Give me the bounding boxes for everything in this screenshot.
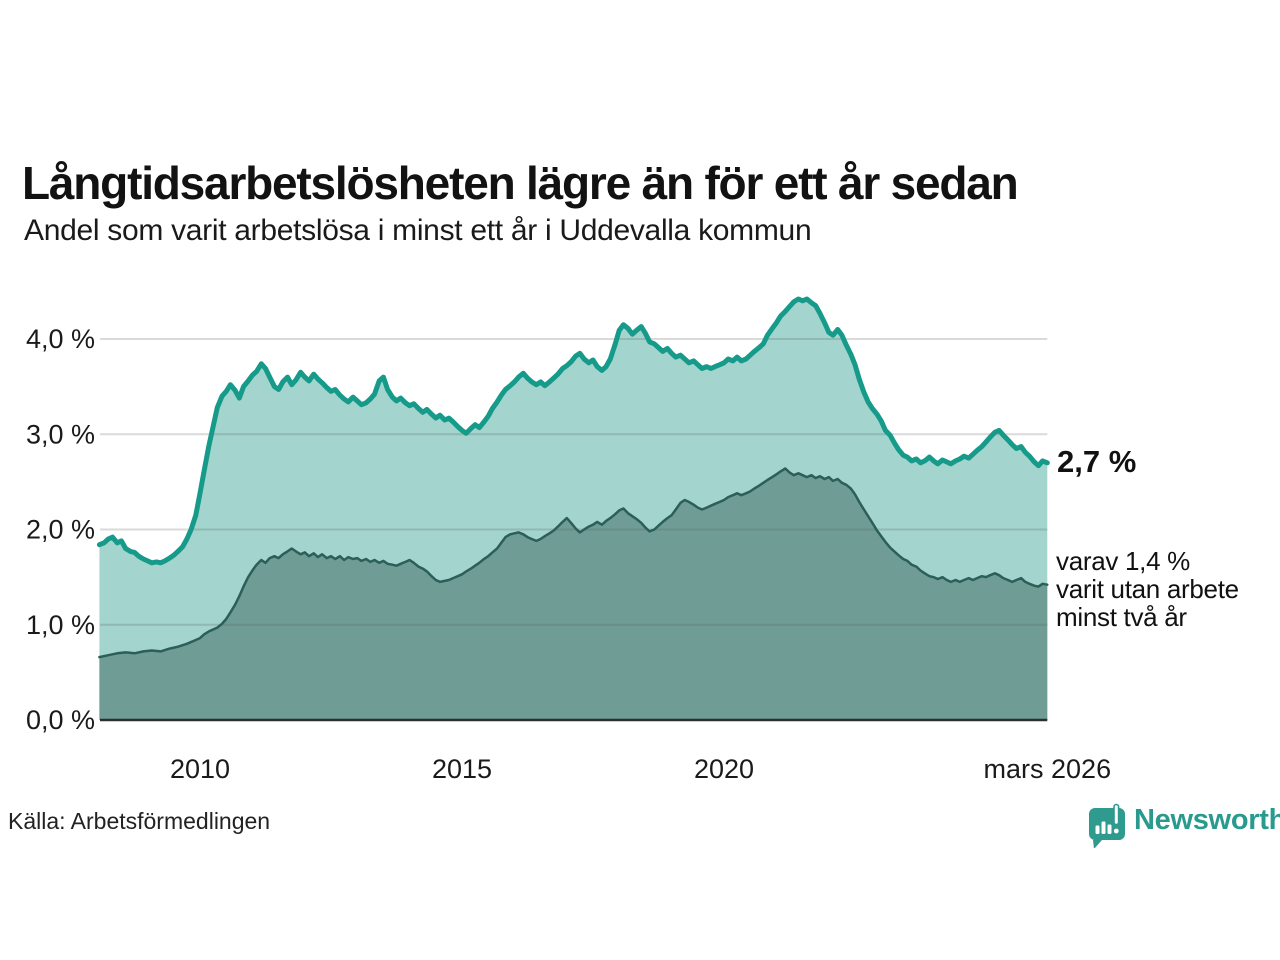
x-tick-label: mars 2026 [984, 754, 1112, 784]
x-tick-label: 2010 [170, 754, 230, 784]
x-tick-label: 2015 [432, 754, 492, 784]
y-tick-label: 1,0 % [26, 610, 95, 640]
brand-name: Newsworthy [1134, 803, 1280, 836]
page-title: Långtidsarbetslösheten lägre än för ett … [22, 156, 1019, 209]
latest-value-label: 2,7 % [1057, 444, 1137, 479]
source-note: Källa: Arbetsförmedlingen [8, 808, 271, 834]
two-year-series-line [98, 467, 1049, 659]
brand-logo: Newsworthy [1086, 802, 1280, 848]
secondary-value-label: varav 1,4 % varit utan arbete minst två … [1056, 546, 1239, 632]
total-series-line [96, 296, 1050, 566]
page-subtitle: Andel som varit arbetslösa i minst ett å… [24, 214, 812, 247]
y-tick-label: 4,0 % [26, 324, 95, 354]
y-tick-label: 3,0 % [26, 419, 95, 449]
y-tick-label: 2,0 % [26, 515, 95, 545]
x-tick-label: 2020 [694, 754, 754, 784]
two-year-series-area [99, 468, 1048, 720]
newsworthy-logo-icon [1089, 803, 1125, 848]
y-tick-label: 0,0 % [26, 705, 95, 735]
